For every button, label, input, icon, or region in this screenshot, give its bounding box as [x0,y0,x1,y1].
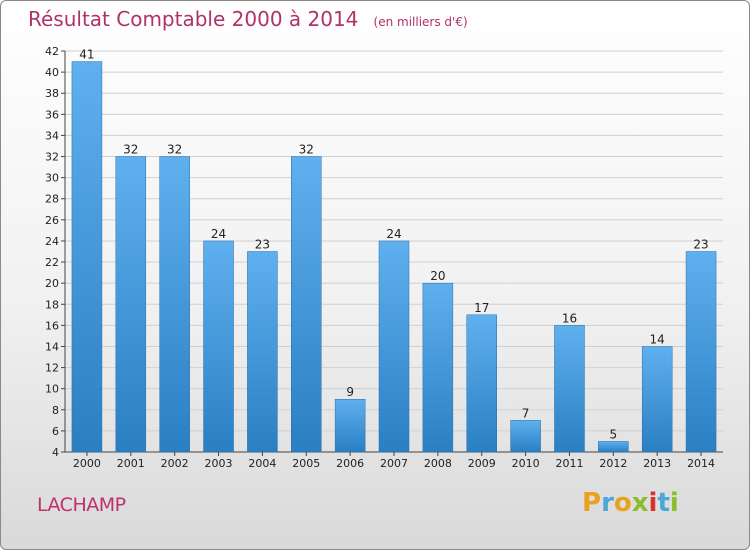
data-label-2005: 32 [299,143,314,157]
x-tick-label-2004: 2004 [248,457,276,470]
y-tick-label: 24 [45,235,59,248]
x-tick-label-2003: 2003 [205,457,233,470]
data-label-2007: 24 [386,227,401,241]
data-label-2003: 24 [211,227,226,241]
y-tick-label: 36 [45,108,59,121]
bar-2006 [334,398,366,453]
data-label-2009: 17 [474,301,489,315]
x-tick-label-2001: 2001 [117,457,145,470]
bar-2003 [203,240,234,453]
x-tick-label-2011: 2011 [555,457,583,470]
data-label-2004: 23 [255,238,270,252]
y-tick-label: 42 [45,45,59,58]
y-tick-label: 34 [45,129,59,142]
proxiti-logo[interactable]: Proxiti [582,488,679,518]
data-label-2011: 16 [562,311,577,325]
x-tick-label-2000: 2000 [73,457,101,470]
bar-2005 [291,156,322,453]
chart-title-row: Résultat Comptable 2000 à 2014 (en milli… [28,7,468,31]
y-tick-label: 38 [45,87,59,100]
data-label-2002: 32 [167,143,182,157]
bar-2011 [554,325,585,453]
data-label-2001: 32 [123,143,138,157]
y-tick-label: 32 [45,151,59,164]
bar-2007 [378,240,410,453]
data-label-2008: 20 [430,269,445,283]
bar-2014 [685,251,717,453]
data-label-2000: 41 [79,48,94,62]
x-tick-label-2002: 2002 [161,457,189,470]
bar-2008 [422,282,454,453]
bar-2002 [159,156,190,453]
y-tick-label: 10 [45,383,59,396]
y-tick-label: 16 [45,319,59,332]
y-tick-label: 12 [45,362,59,375]
data-label-2014: 23 [693,238,708,252]
y-tick-label: 30 [45,172,59,185]
x-tick-label-2005: 2005 [292,457,320,470]
y-tick-label: 28 [45,193,59,206]
x-tick-label-2014: 2014 [687,457,715,470]
y-tick-label: 20 [45,277,59,290]
chart-title: Résultat Comptable 2000 à 2014 [28,7,359,31]
data-label-2012: 5 [610,427,618,441]
y-tick-label: 8 [52,404,59,417]
bar-2013 [641,346,673,453]
y-tick-label: 6 [52,425,59,438]
x-tick-label-2012: 2012 [599,457,627,470]
x-tick-label-2009: 2009 [468,457,496,470]
data-label-2010: 7 [522,406,530,420]
chart-subtitle: (en milliers d'€) [373,15,468,29]
data-label-2013: 14 [650,332,665,346]
x-tick-label-2006: 2006 [336,457,364,470]
x-tick-label-2008: 2008 [424,457,452,470]
y-tick-label: 40 [45,66,59,79]
data-label-2006: 9 [346,385,354,399]
x-tick-label-2013: 2013 [643,457,671,470]
x-tick-label-2010: 2010 [512,457,540,470]
y-tick-label: 18 [45,298,59,311]
bar-2001 [115,156,147,453]
y-tick-label: 4 [52,446,59,459]
bar-2000 [71,61,103,453]
bar-2004 [247,251,278,453]
y-tick-label: 14 [45,340,59,353]
commune-name: LACHAMP [37,494,126,516]
bar-2009 [466,314,497,453]
bar-2010 [510,420,541,453]
bar-2012 [598,441,629,453]
y-tick-label: 26 [45,214,59,227]
x-tick-label-2007: 2007 [380,457,408,470]
y-tick-label: 22 [45,256,59,269]
